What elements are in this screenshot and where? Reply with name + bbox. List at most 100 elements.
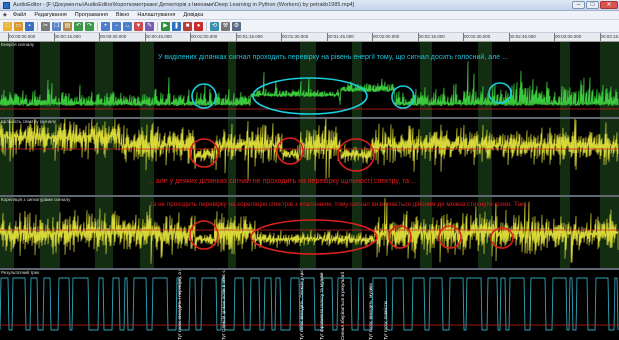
ruler-tick: 00:00:45.000 (144, 33, 172, 41)
title-bar: AudioEditor - [F:\Документы\AudioEditor\… (0, 0, 619, 11)
annotation-middle: ... але у деяких ділянках сигнал не прох… (148, 178, 417, 185)
ruler-tick-label: 00:00:00.000 (9, 34, 36, 39)
pause-icon[interactable]: ❚ (172, 21, 181, 31)
correlation-panel-label: Кореляція з сигнатурами сигналу (1, 197, 71, 202)
ruler-tick: 00:01:45.000 (326, 33, 354, 41)
shaded-region (352, 42, 362, 117)
ruler-tick: 00:00:15.000 (53, 33, 81, 41)
stop-icon[interactable]: ■ (183, 21, 192, 31)
shaded-region (420, 119, 432, 195)
highlight-circle (488, 82, 512, 104)
menu-file[interactable]: Файл (12, 12, 27, 18)
open-icon[interactable]: ▭ (14, 21, 23, 31)
tool-icon[interactable]: ⚒ (221, 21, 230, 31)
ruler-tick-label: 00:01:00.000 (191, 34, 218, 39)
zoom-out-icon[interactable]: − (112, 21, 121, 31)
menu-edit[interactable]: Редагування (34, 12, 67, 18)
ruler-tick: 00:02:00.000 (372, 33, 399, 41)
edit-icon[interactable]: ✎ (145, 21, 154, 31)
menu-help[interactable]: Довідка (183, 12, 204, 18)
ruler-tick-mark (599, 33, 601, 41)
save-icon[interactable]: ▪ (25, 21, 34, 31)
time-ruler[interactable]: 00:00:00.000 00:00:15.000 00:00:30.000 00:0… (0, 33, 619, 42)
undo-icon[interactable]: ↶ (74, 21, 83, 31)
ruler-tick: 00:01:15.000 (235, 33, 263, 41)
spectrum-panel[interactable]: Щільність спектру сигналу ... але у деяк… (0, 119, 619, 195)
cut-icon[interactable]: ✂ (41, 21, 50, 31)
ruler-tick-mark (235, 33, 237, 41)
result-label: Тут Олексія цілком потім в опис сигналу (221, 270, 226, 340)
ruler-tick: 00:00:00.000 (8, 33, 36, 41)
result-panel-label: Результатний трек (1, 270, 40, 275)
ruler-tick-mark (463, 33, 464, 41)
result-panel[interactable]: Результатний трек Тут голос виходить і п… (0, 270, 619, 340)
shaded-region (300, 197, 316, 268)
shaded-region (600, 42, 619, 117)
menu-settings[interactable]: Налаштування (137, 12, 176, 18)
ruler-tick: 00:01:00.000 (190, 33, 218, 41)
ruler-tick-label: 00:00:15.000 (54, 34, 81, 39)
maximize-button[interactable]: □ (586, 1, 599, 9)
energy-signal-line (0, 61, 619, 108)
close-button[interactable]: ✕ (600, 1, 618, 9)
ruler-tick: 00:03:00.000 (554, 33, 581, 41)
toolbar-separator (157, 21, 158, 31)
correlation-waveform (0, 197, 619, 268)
ruler-tick-mark (144, 33, 146, 41)
panel-divider[interactable] (0, 117, 619, 119)
ruler-tick: 00:02:30.000 (463, 33, 490, 41)
shaded-region (352, 119, 362, 195)
ruler-tick: 00:03:15.000 (599, 33, 619, 41)
toolbar-separator (97, 21, 98, 31)
result-label: Тут голос повністю (383, 300, 388, 340)
highlight-circle (191, 83, 217, 109)
loop-icon[interactable]: ⟲ (210, 21, 219, 31)
shaded-region (352, 197, 362, 268)
ruler-tick-mark (417, 33, 419, 41)
ruler-tick-mark (53, 33, 55, 41)
app-icon (3, 1, 10, 9)
highlight-circle (490, 227, 514, 249)
energy-panel-label: Енергія сигналу (1, 42, 35, 47)
highlight-circle (391, 85, 415, 109)
new-icon[interactable]: □ (3, 21, 12, 31)
zoom-fit-icon[interactable]: ↔ (123, 21, 132, 31)
ruler-tick-label: 00:03:15.000 (600, 34, 619, 39)
record-icon[interactable]: ● (194, 21, 203, 31)
shaded-region (40, 42, 60, 117)
shaded-region (560, 119, 570, 195)
ruler-tick-label: 00:02:15.000 (418, 34, 445, 39)
ruler-tick-mark (281, 33, 282, 41)
settings-icon[interactable]: ⚙ (232, 21, 241, 31)
panel-divider[interactable] (0, 268, 619, 270)
menu-window[interactable]: Вікно (115, 12, 130, 18)
copy-icon[interactable]: ❐ (52, 21, 61, 31)
minimize-button[interactable]: – (572, 1, 585, 9)
shaded-region (95, 42, 113, 117)
result-signal-line (0, 277, 619, 331)
ruler-tick-mark (554, 33, 555, 41)
menu-playback[interactable]: Програвання (74, 12, 108, 18)
panel-divider[interactable] (0, 195, 619, 197)
highlight-circle (438, 225, 462, 249)
correlation-panel[interactable]: Кореляція з сигнатурами сигналу та не пр… (0, 197, 619, 268)
energy-waveform (0, 42, 619, 117)
play-icon[interactable]: ▶ (161, 21, 170, 31)
spectrum-panel-label: Щільність спектру сигналу (1, 119, 57, 124)
result-label: Тут голос виходить, музика (368, 283, 373, 340)
menu-grip-icon: ◆ (3, 12, 7, 18)
paste-icon[interactable]: ▤ (63, 21, 72, 31)
marker-icon[interactable]: ▼ (134, 21, 143, 31)
ruler-tick-label: 00:00:45.000 (145, 34, 172, 39)
ruler-tick-label: 00:01:15.000 (236, 34, 263, 39)
zoom-in-icon[interactable]: + (101, 21, 110, 31)
energy-panel[interactable]: Енергія сигналу У виділених ділянках сиг… (0, 42, 619, 117)
annotation-lower: та не проходить перевірку на кореляцію с… (150, 201, 530, 208)
highlight-circle (337, 138, 375, 172)
toolbar: □ ▭ ▪ ✂ ❐ ▤ ↶ ↷ + − ↔ ▼ ✎ ▶ ❚ ■ ● ⟲ ⚒ ⚙ (0, 20, 619, 33)
ruler-tick-label: 00:01:30.000 (282, 34, 309, 39)
redo-icon[interactable]: ↷ (85, 21, 94, 31)
correlation-signal-line (0, 197, 619, 264)
annotation-top: У виділених ділянках сигнал проходить пе… (158, 54, 508, 61)
highlight-circle (189, 220, 219, 250)
